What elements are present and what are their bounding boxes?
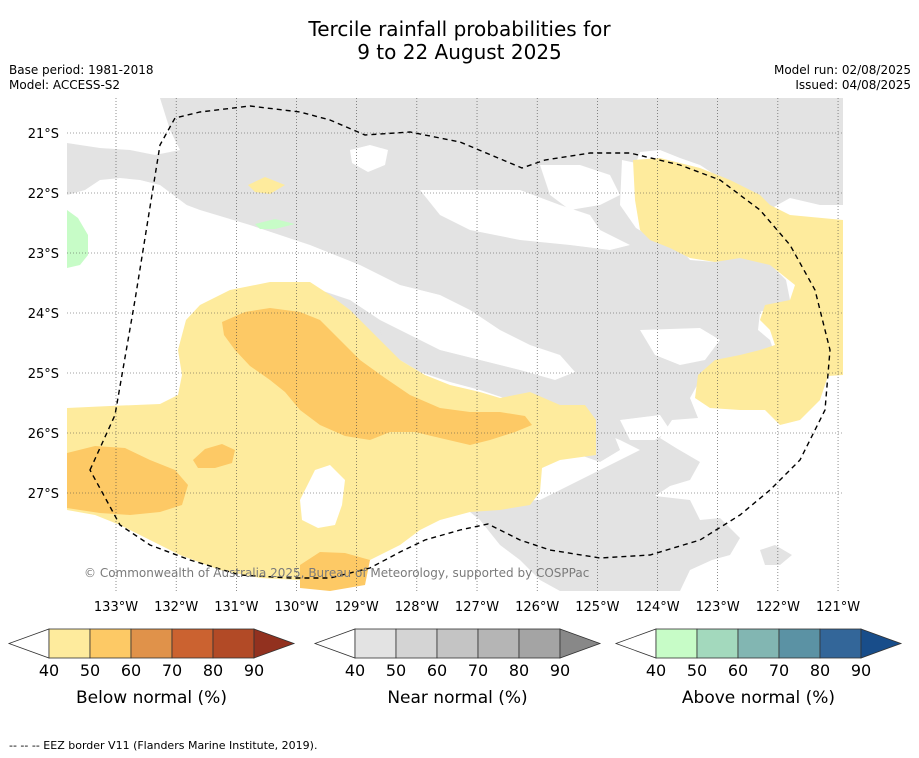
colorbar-tick-label: 70 bbox=[468, 661, 488, 680]
lon-label: 123°W bbox=[696, 600, 740, 615]
colorbar-tick-label: 40 bbox=[39, 661, 59, 680]
lat-label: 22°S bbox=[28, 187, 59, 202]
colorbar-segment bbox=[395, 628, 438, 659]
model-name: Model: ACCESS-S2 bbox=[9, 78, 121, 92]
colorbar-tick-label: 60 bbox=[728, 661, 748, 680]
colorbar-tick-label: 80 bbox=[810, 661, 830, 680]
below-normal-40-50-regions bbox=[67, 158, 843, 580]
lon-label: 130°W bbox=[274, 600, 318, 615]
base-period: Base period: 1981-2018 bbox=[9, 63, 154, 77]
colorbar-segment bbox=[130, 628, 173, 659]
colorbar-segment bbox=[477, 628, 520, 659]
longitude-labels: 133°W 132°W 131°W 130°W 129°W 128°W 127°W 126°W… bbox=[94, 600, 860, 615]
issued-date: Issued: 04/08/2025 bbox=[795, 78, 911, 92]
colorbar-tick-label: 40 bbox=[646, 661, 666, 680]
map-title: Tercile rainfall probabilities for 9 to … bbox=[0, 18, 919, 64]
eez-footer-note: -- -- -- EEZ border V11 (Flanders Marine… bbox=[9, 739, 318, 752]
colorbar-tick-label: 40 bbox=[345, 661, 365, 680]
lon-label: 128°W bbox=[395, 600, 439, 615]
lon-label: 125°W bbox=[575, 600, 619, 615]
colorbar-segment bbox=[171, 628, 214, 659]
yellow-gaps bbox=[300, 465, 345, 528]
colorbar-under-triangle bbox=[7, 628, 50, 659]
colorbar-segment bbox=[655, 628, 698, 659]
lon-label: 131°W bbox=[214, 600, 258, 615]
lat-label: 23°S bbox=[28, 247, 59, 262]
lat-label: 21°S bbox=[28, 127, 59, 142]
lon-label: 122°W bbox=[756, 600, 800, 615]
colorbar-tick-label: 60 bbox=[427, 661, 447, 680]
title-line-2: 9 to 22 August 2025 bbox=[357, 40, 562, 64]
colorbar-tick-label: 60 bbox=[121, 661, 141, 680]
lon-label: 129°W bbox=[335, 600, 379, 615]
colorbar-tick-label: 80 bbox=[509, 661, 529, 680]
colorbar-segment bbox=[89, 628, 132, 659]
meta-left: Base period: 1981-2018 Model: ACCESS-S2 bbox=[9, 63, 154, 93]
colorbar-tick-label: 90 bbox=[244, 661, 264, 680]
colorbar-under-triangle bbox=[313, 628, 356, 659]
colorbar-under-triangle bbox=[614, 628, 657, 659]
eez-border bbox=[89, 105, 831, 579]
lat-label: 24°S bbox=[28, 307, 59, 322]
colorbar-segment bbox=[737, 628, 780, 659]
colorbar: 40 50 60 70 80 90 Below normal (%) bbox=[7, 628, 296, 708]
below-normal-50-60-regions bbox=[67, 308, 532, 591]
model-run: Model run: 02/08/2025 bbox=[773, 63, 911, 77]
colorbar: 40 50 60 70 80 90 Near normal (%) bbox=[313, 628, 602, 708]
meta-right: Model run: 02/08/2025 Issued: 04/08/2025 bbox=[774, 63, 911, 93]
colorbar-tick-label: 80 bbox=[203, 661, 223, 680]
map-panel: © Commonwealth of Australia 2025, Bureau… bbox=[67, 98, 843, 591]
copyright-text: © Commonwealth of Australia 2025, Bureau… bbox=[84, 566, 589, 580]
colorbars: 40 50 60 70 80 90 Below normal (%) 40 50 60 70 80 90… bbox=[7, 628, 903, 708]
lat-label: 25°S bbox=[28, 367, 59, 382]
colorbar-segment bbox=[696, 628, 739, 659]
colorbar: 40 50 60 70 80 90 Above normal (%) bbox=[614, 628, 903, 708]
lon-label: 124°W bbox=[635, 600, 679, 615]
colorbar-over-triangle bbox=[860, 628, 903, 659]
colorbar-segment bbox=[518, 628, 561, 659]
colorbar-segment bbox=[354, 628, 397, 659]
colorbar-tick-label: 70 bbox=[162, 661, 182, 680]
title-line-1: Tercile rainfall probabilities for bbox=[308, 17, 611, 41]
colorbar-tick-label: 50 bbox=[80, 661, 100, 680]
above-normal-40-50-regions bbox=[67, 210, 295, 268]
colorbar-tick-label: 50 bbox=[687, 661, 707, 680]
map-gridlines bbox=[67, 98, 843, 591]
colorbar-label: Near normal (%) bbox=[387, 688, 527, 708]
no-dominant-regions bbox=[67, 98, 720, 440]
colorbar-tick-label: 90 bbox=[851, 661, 871, 680]
lon-label: 132°W bbox=[154, 600, 198, 615]
colorbar-label: Below normal (%) bbox=[76, 688, 227, 708]
colorbar-tick-label: 90 bbox=[550, 661, 570, 680]
lon-label: 126°W bbox=[515, 600, 559, 615]
colorbar-segment bbox=[212, 628, 255, 659]
lon-label: 127°W bbox=[455, 600, 499, 615]
lon-label: 133°W bbox=[94, 600, 138, 615]
colorbar-over-triangle bbox=[559, 628, 602, 659]
colorbar-over-triangle bbox=[253, 628, 296, 659]
latitude-labels: 21°S 22°S 23°S 24°S 25°S 26°S 27°S bbox=[28, 127, 59, 502]
colorbar-segment bbox=[48, 628, 91, 659]
lat-label: 26°S bbox=[28, 427, 59, 442]
colorbar-segment bbox=[436, 628, 479, 659]
colorbar-tick-label: 70 bbox=[769, 661, 789, 680]
lon-label: 121°W bbox=[816, 600, 860, 615]
lat-label: 27°S bbox=[28, 487, 59, 502]
colorbar-label: Above normal (%) bbox=[682, 688, 835, 708]
colorbar-segment bbox=[819, 628, 862, 659]
colorbar-tick-label: 50 bbox=[386, 661, 406, 680]
colorbar-segment bbox=[778, 628, 821, 659]
